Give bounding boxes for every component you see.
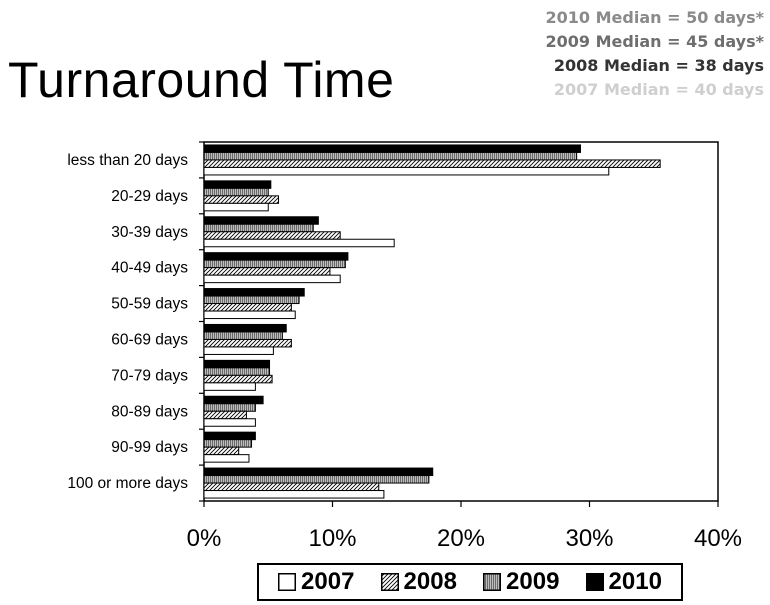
median-2008: 2008 Median = 38 days [553, 56, 764, 75]
bar-2010 [203, 395, 264, 405]
bar-2007 [203, 382, 256, 391]
bar-2007 [203, 454, 250, 463]
legend-swatch-2007 [278, 573, 297, 591]
x-tick-label: 20% [437, 525, 485, 552]
plot-frame [203, 141, 719, 502]
bar-2010 [203, 252, 349, 261]
x-tick-label: 30% [565, 525, 613, 552]
bar-2009 [203, 187, 269, 197]
category-label: 80-89 days [111, 403, 188, 420]
bar-2007 [203, 418, 256, 427]
bar-2010 [203, 431, 256, 441]
legend-swatch-2010 [585, 573, 604, 591]
category-label: 100 or more days [67, 475, 188, 492]
category-label: 40-49 days [111, 260, 188, 277]
chart-legend: 2007 2008 2009 2010 [257, 563, 683, 601]
legend-label-2010: 2010 [608, 568, 662, 595]
bar-2008 [203, 410, 247, 420]
legend-swatch-2008 [380, 573, 399, 591]
bar-2007 [203, 310, 296, 320]
category-label: 90-99 days [111, 439, 188, 456]
bar-2009 [203, 331, 283, 340]
median-2009: 2009 Median = 45 days* [545, 32, 764, 51]
legend-item-2007: 2007 [278, 568, 354, 596]
bar-2007 [203, 202, 269, 212]
bar-2010 [203, 467, 434, 477]
bar-2007 [203, 490, 385, 499]
bar-2009 [203, 259, 346, 269]
legend-label-2007: 2007 [301, 568, 355, 595]
bar-2009 [203, 475, 430, 484]
bar-2008 [203, 231, 341, 240]
bar-2008 [203, 446, 240, 456]
bar-2008 [203, 195, 280, 204]
bar-2007 [203, 238, 395, 248]
bar-2008 [203, 338, 292, 348]
bar-2010 [203, 180, 272, 189]
bar-2009 [203, 403, 256, 412]
category-label: 60-69 days [111, 331, 188, 348]
bar-2009 [203, 223, 314, 233]
median-2007: 2007 Median = 40 days [553, 80, 764, 99]
bar-2008 [203, 267, 331, 276]
bar-2010 [203, 359, 271, 369]
x-tick-label: 40% [694, 525, 742, 552]
category-label: 50-59 days [111, 296, 188, 313]
bar-2010 [203, 216, 319, 225]
category-label: 30-39 days [111, 224, 188, 241]
x-tick-label: 0% [187, 525, 222, 552]
bar-2008 [203, 303, 292, 312]
median-2010: 2010 Median = 50 days* [545, 8, 764, 27]
bar-2009 [203, 295, 300, 305]
bar-2008 [203, 374, 273, 384]
bar-2008 [203, 159, 661, 168]
bar-2009 [203, 367, 271, 376]
legend-label-2009: 2009 [506, 568, 560, 595]
category-label: 70-79 days [111, 367, 188, 384]
category-label: less than 20 days [67, 152, 188, 169]
bar-2007 [203, 274, 341, 284]
legend-swatch-2009 [483, 573, 502, 591]
bar-2010 [203, 288, 305, 297]
bar-2010 [203, 323, 287, 333]
bar-2009 [203, 439, 253, 448]
bar-2010 [203, 144, 582, 153]
legend-item-2008: 2008 [380, 568, 457, 596]
legend-label-2008: 2008 [403, 568, 457, 595]
category-label: 20-29 days [111, 188, 188, 205]
bar-2007 [203, 346, 274, 355]
bar-2008 [203, 482, 380, 492]
chart-title: Turnaround Time [8, 52, 395, 108]
legend-item-2010: 2010 [585, 568, 662, 596]
median-annotations: 2010 Median = 50 days* 2009 Median = 45 … [546, 6, 764, 102]
legend-item-2009: 2009 [483, 568, 559, 596]
x-tick-label: 10% [308, 525, 356, 552]
bar-2009 [203, 151, 578, 161]
bar-2007 [203, 166, 610, 176]
